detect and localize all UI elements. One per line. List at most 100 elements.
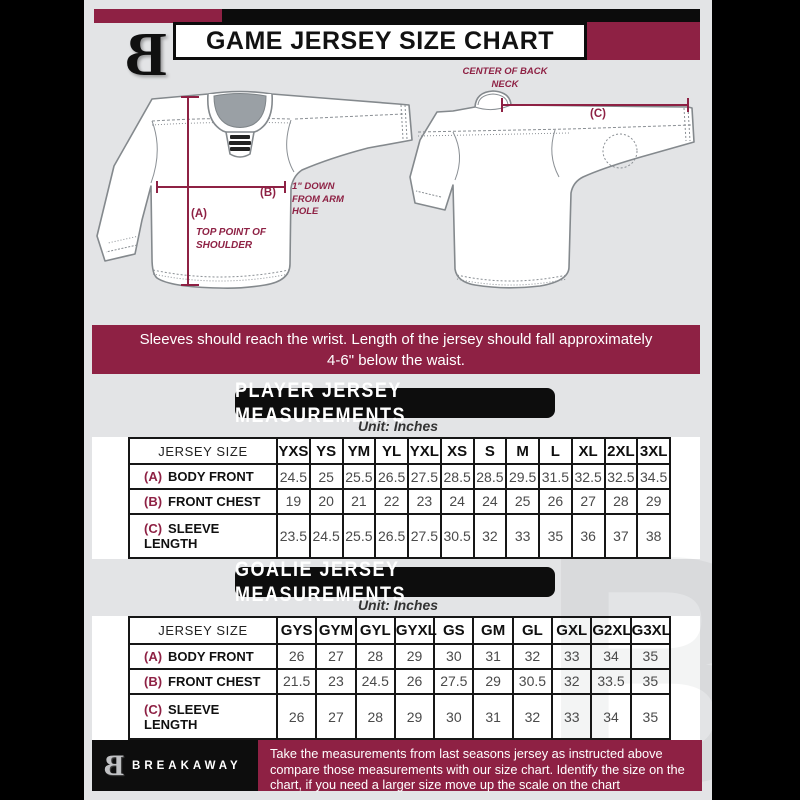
instruction-banner: Sleeves should reach the wrist. Length o…: [92, 325, 700, 374]
measurement-value-cell: 31: [472, 642, 514, 670]
measurement-value-cell: 35: [538, 512, 573, 560]
footer-brand-wordmark: BREAKAWAY: [132, 759, 242, 772]
measurement-value-cell: 31: [472, 693, 514, 740]
measurement-row-label: (B) FRONT CHEST: [128, 488, 278, 515]
measurement-row-label: (A) BODY FRONT: [128, 642, 278, 670]
measurement-key: (C): [144, 701, 163, 717]
measurement-value-cell: 28: [603, 488, 639, 515]
measurement-row-label: (C) SLEEVE LENGTH: [128, 512, 278, 560]
measurement-value-cell: 38: [636, 512, 671, 560]
measurement-key: (B): [144, 673, 163, 689]
measurement-key: (A): [144, 469, 163, 485]
measurement-value-cell: 25: [505, 488, 540, 515]
goalie-measurements-table: JERSEY SIZE GYS GYM GYL GYXL GS GM GL GXL G2XL G3X…: [128, 616, 672, 740]
measurement-value-cell: 32: [511, 642, 554, 670]
measurement-value-cell: 29: [636, 488, 671, 515]
front-jersey-diagram: [96, 90, 413, 289]
measure-c-label: (C): [590, 108, 606, 120]
instruction-banner-text: Sleeves should reach the wrist. Length o…: [139, 330, 653, 369]
measurement-value-cell: 26.5: [374, 512, 409, 560]
measurement-value-cell: 24: [472, 488, 508, 515]
measurement-value-cell: 33: [551, 642, 593, 670]
measurement-value-cell: 21: [341, 488, 377, 515]
size-column-header: XL: [570, 436, 606, 466]
measurement-value-cell: 34: [590, 693, 632, 740]
size-column-header: GXL: [551, 616, 593, 645]
measurement-value-cell: 27: [570, 488, 606, 515]
measurement-value-cell: 22: [374, 488, 409, 515]
measurement-value-cell: 32.5: [570, 463, 606, 491]
table-row: (A) BODY FRONT 24.5 25 25.5 26.5 27.5 28.5 28.5 2…: [128, 463, 671, 491]
size-column-header: G3XL: [629, 616, 672, 645]
measurement-value-cell: 32: [511, 693, 554, 740]
measure-b-label: (B): [260, 187, 276, 199]
measurement-value-cell: 36: [570, 512, 606, 560]
measurement-value-cell: 26: [275, 693, 318, 740]
size-column-header: GS: [433, 616, 475, 645]
measurement-value-cell: 27: [315, 693, 357, 740]
top-bar-black: [222, 9, 700, 23]
player-measurements-table: JERSEY SIZE YXS YS YM YL YXL XS S M L XL 2XL 3XL (A) B…: [128, 436, 671, 560]
back-jersey-diagram: [409, 90, 695, 289]
measure-a-label: (A): [191, 208, 207, 220]
size-column-header: GL: [511, 616, 554, 645]
measurement-value-cell: 29: [393, 642, 436, 670]
size-column-header: GYXL: [393, 616, 437, 645]
size-column-header: GYL: [354, 616, 396, 645]
table-row: (B) FRONT CHEST 19 20 21 22 23 24 24 25 26 27 28 29: [128, 488, 671, 515]
goalie-section-title: GOALIE JERSEY MEASUREMENTS: [235, 557, 407, 606]
measurement-value-cell: 25.5: [341, 512, 377, 560]
size-column-header: YS: [308, 436, 344, 466]
measurement-value-cell: 27.5: [407, 463, 442, 491]
measurement-value-cell: 28: [354, 642, 396, 670]
table-row: (B) FRONT CHEST 21.5 23 24.5 26 27.5 29 30.5 32 33…: [128, 667, 672, 696]
measurement-value-cell: 37: [603, 512, 639, 560]
measurement-value-cell: 28.5: [439, 463, 475, 491]
footer-brand-box: B BREAKAWAY: [92, 740, 258, 791]
footer-instructions-text: Take the measurements from last seasons …: [270, 746, 685, 792]
table-row: (C) SLEEVE LENGTH 23.5 24.5 25.5 26.5 27.5 30.5…: [128, 512, 671, 560]
size-column-header: L: [538, 436, 573, 466]
page: B B GAME JERSEY SIZE CHART: [84, 0, 712, 800]
measurement-value-cell: 27.5: [407, 512, 442, 560]
measurement-value-cell: 27.5: [433, 667, 475, 696]
measurement-value-cell: 33: [505, 512, 540, 560]
measurement-value-cell: 23: [315, 667, 357, 696]
measurement-value-cell: 26: [275, 642, 318, 670]
goalie-unit-label: Unit: Inches: [357, 597, 439, 613]
measurement-value-cell: 24.5: [308, 512, 344, 560]
measurement-value-cell: 28: [354, 693, 396, 740]
measurement-value-cell: 26: [393, 667, 436, 696]
measurement-value-cell: 30: [433, 642, 475, 670]
size-column-header: 3XL: [636, 436, 671, 466]
footer-instructions-box: Take the measurements from last seasons …: [258, 740, 702, 792]
measure-b-text: 1" DOWN FROM ARM HOLE: [292, 181, 344, 217]
measurement-key: (A): [144, 648, 163, 664]
title-maroon-block: [587, 22, 700, 60]
measurement-value-cell: 30.5: [511, 667, 554, 696]
size-column-header: M: [505, 436, 540, 466]
measurement-value-cell: 24.5: [276, 463, 311, 491]
measurement-value-cell: 34: [590, 642, 632, 670]
measurement-value-cell: 25.5: [341, 463, 377, 491]
measurement-value-cell: 29: [472, 667, 514, 696]
size-column-header: GM: [472, 616, 514, 645]
measurement-key: (C): [144, 520, 163, 536]
measurement-row-label: (A) BODY FRONT: [128, 463, 278, 491]
size-column-header: 2XL: [603, 436, 639, 466]
table-header-label: JERSEY SIZE: [128, 616, 278, 645]
size-column-header: YXL: [407, 436, 442, 466]
goalie-section-header: GOALIE JERSEY MEASUREMENTS: [235, 557, 555, 606]
page-title: GAME JERSEY SIZE CHART: [205, 26, 555, 55]
measurement-value-cell: 32.5: [603, 463, 639, 491]
size-column-header: GYM: [315, 616, 357, 645]
measurements-table: JERSEY SIZE YXS YS YM YL YXL XS S M L XL 2XL 3XL (A) B…: [128, 436, 671, 560]
player-unit-label: Unit: Inches: [357, 418, 439, 434]
measurement-value-cell: 34.5: [636, 463, 671, 491]
measurement-value-cell: 25: [308, 463, 344, 491]
measurement-value-cell: 35: [629, 693, 672, 740]
measurement-value-cell: 28.5: [472, 463, 508, 491]
measurement-value-cell: 21.5: [275, 667, 318, 696]
measurement-value-cell: 31.5: [538, 463, 573, 491]
